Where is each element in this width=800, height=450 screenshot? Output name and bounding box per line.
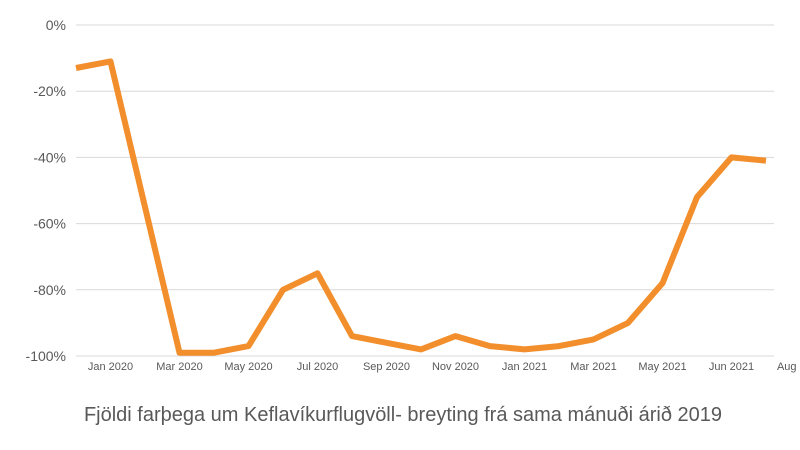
- x-axis-ticks: Jan 2020 Mar 2020 May 2020 Jul 2020 Sep 2020…: [88, 361, 800, 373]
- series-line: [75, 58, 767, 356]
- y-tick-label: 0%: [46, 17, 66, 33]
- x-tick-label: Mar 2020: [156, 361, 202, 373]
- x-tick-label: Mar 2021: [570, 361, 616, 373]
- series-group: [75, 58, 767, 356]
- x-tick-label: Jun 2021: [709, 361, 754, 373]
- gridlines: [76, 24, 774, 357]
- x-tick-label: Jul 2020: [297, 361, 339, 373]
- y-tick-label: -100%: [26, 348, 66, 364]
- x-tick-label: Jan 2020: [88, 361, 133, 373]
- x-tick-label: Nov 2020: [432, 361, 479, 373]
- y-tick-label: -20%: [33, 83, 66, 99]
- x-tick-label: May 2021: [638, 361, 686, 373]
- x-tick-label: Jan 2021: [502, 361, 547, 373]
- y-tick-label: -60%: [33, 216, 66, 232]
- x-tick-label: May 2020: [224, 361, 272, 373]
- x-tick-label: Aug 2021: [777, 361, 800, 373]
- y-tick-label: -80%: [33, 282, 66, 298]
- x-tick-label: Sep 2020: [363, 361, 410, 373]
- y-axis-ticks: 0% -20% -40% -60% -80% -100%: [26, 17, 66, 364]
- chart-title: Fjöldi farþega um Keflavíkurflugvöll- br…: [84, 404, 722, 426]
- y-tick-label: -40%: [33, 149, 66, 165]
